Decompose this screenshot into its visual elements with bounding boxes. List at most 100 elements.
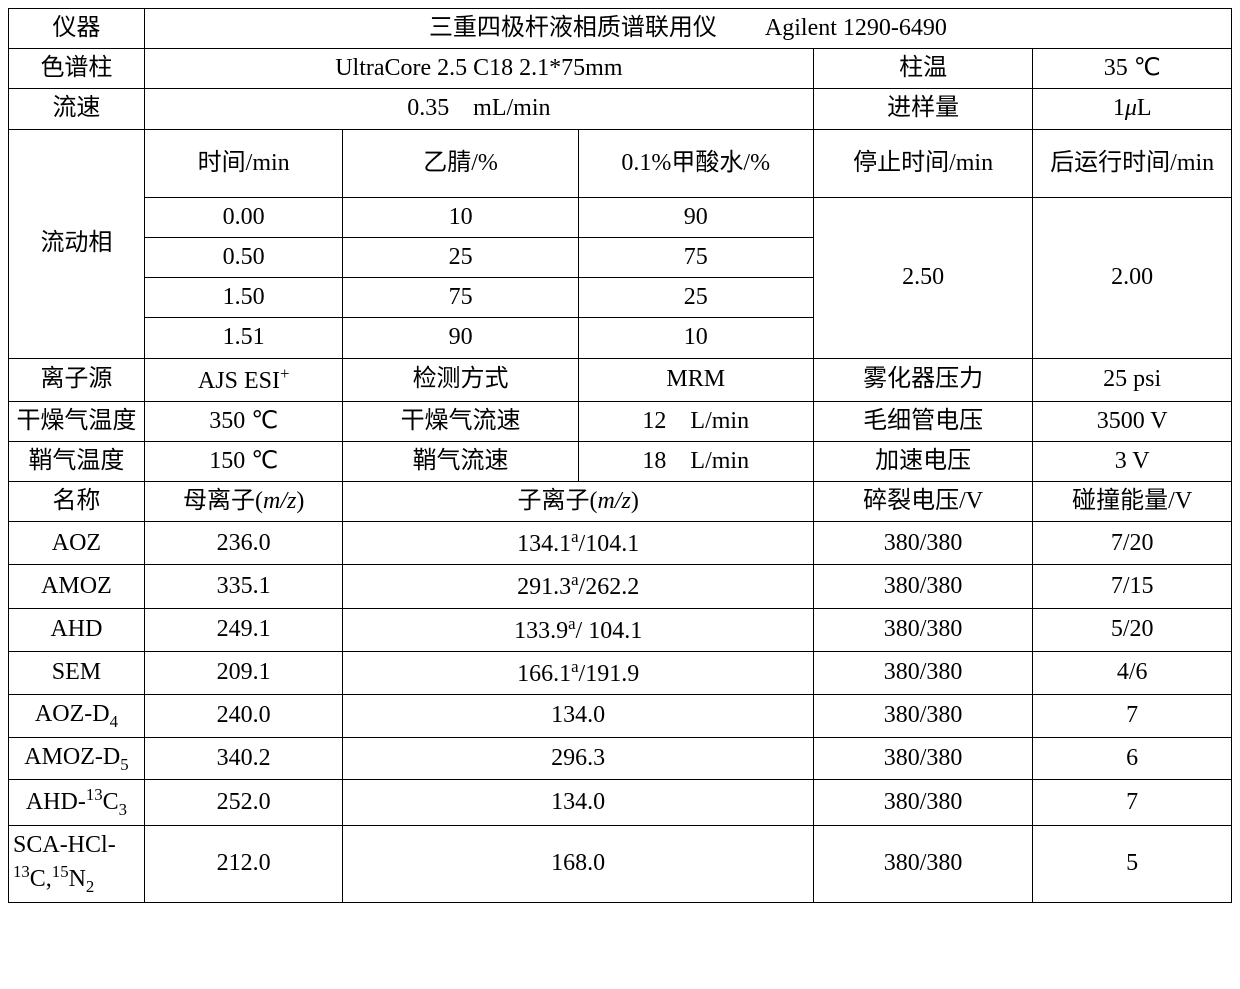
amoz-fv: 380/380 (813, 565, 1033, 608)
value-flowrate: 0.35 mL/min (144, 89, 813, 129)
amozd5-name: AMOZ-D5 (9, 737, 145, 780)
aoz-parent: 236.0 (144, 522, 343, 565)
value-ionsource: AJS ESI+ (144, 358, 343, 401)
value-sheathflow: 18 L/min (578, 441, 813, 481)
grad-1-fa: 90 (578, 197, 813, 237)
row-sheathgas: 鞘气温度 150 ℃ 鞘气流速 18 L/min 加速电压 3 V (9, 441, 1232, 481)
sca-daughter: 168.0 (343, 825, 813, 902)
label-accelvolt: 加速电压 (813, 441, 1033, 481)
grad-4-fa: 10 (578, 318, 813, 358)
sca-name: SCA-HCl-13C,15N2 (9, 825, 145, 902)
sca-fv: 380/380 (813, 825, 1033, 902)
grad-2-time: 0.50 (144, 237, 343, 277)
value-capvoltage: 3500 V (1033, 401, 1232, 441)
sem-parent: 209.1 (144, 651, 343, 694)
amoz-daughter: 291.3a/262.2 (343, 565, 813, 608)
header-collenergy: 碰撞能量/V (1033, 482, 1232, 522)
label-coltemp: 柱温 (813, 49, 1033, 89)
row-aozd4: AOZ-D4 240.0 134.0 380/380 7 (9, 695, 1232, 738)
ahd-daughter: 133.9a/ 104.1 (343, 608, 813, 651)
value-posttime: 2.00 (1033, 197, 1232, 358)
sca-parent: 212.0 (144, 825, 343, 902)
row-ahd13c3: AHD-13C3 252.0 134.0 380/380 7 (9, 780, 1232, 826)
row-ionsource: 离子源 AJS ESI+ 检测方式 MRM 雾化器压力 25 psi (9, 358, 1232, 401)
label-drygasflow: 干燥气流速 (343, 401, 578, 441)
label-drygastemp: 干燥气温度 (9, 401, 145, 441)
header-stoptime: 停止时间/min (813, 129, 1033, 197)
row-sca: SCA-HCl-13C,15N2 212.0 168.0 380/380 5 (9, 825, 1232, 902)
label-column: 色谱柱 (9, 49, 145, 89)
amoz-name: AMOZ (9, 565, 145, 608)
row-grad-1: 0.00 10 90 2.50 2.00 (9, 197, 1232, 237)
grad-1-time: 0.00 (144, 197, 343, 237)
label-mobilephase: 流动相 (9, 129, 145, 358)
row-aoz: AOZ 236.0 134.1a/104.1 380/380 7/20 (9, 522, 1232, 565)
ahd-ce: 5/20 (1033, 608, 1232, 651)
value-instrument: 三重四极杆液相质谱联用仪 Agilent 1290-6490 (144, 9, 1231, 49)
header-name: 名称 (9, 482, 145, 522)
sem-daughter: 166.1a/191.9 (343, 651, 813, 694)
aoz-fv: 380/380 (813, 522, 1033, 565)
row-dryinggas: 干燥气温度 350 ℃ 干燥气流速 12 L/min 毛细管电压 3500 V (9, 401, 1232, 441)
value-column: UltraCore 2.5 C18 2.1*75mm (144, 49, 813, 89)
header-parention: 母离子(m/z) (144, 482, 343, 522)
sem-name: SEM (9, 651, 145, 694)
row-column: 色谱柱 UltraCore 2.5 C18 2.1*75mm 柱温 35 ℃ (9, 49, 1232, 89)
header-acn: 乙腈/% (343, 129, 578, 197)
aoz-daughter: 134.1a/104.1 (343, 522, 813, 565)
value-coltemp: 35 ℃ (1033, 49, 1232, 89)
aozd4-name: AOZ-D4 (9, 695, 145, 738)
sem-fv: 380/380 (813, 651, 1033, 694)
sem-ce: 4/6 (1033, 651, 1232, 694)
row-flowrate: 流速 0.35 mL/min 进样量 1μL (9, 89, 1232, 129)
label-sheathflow: 鞘气流速 (343, 441, 578, 481)
header-fa: 0.1%甲酸水/% (578, 129, 813, 197)
label-nebulizer: 雾化器压力 (813, 358, 1033, 401)
label-sheathtemp: 鞘气温度 (9, 441, 145, 481)
aozd4-fv: 380/380 (813, 695, 1033, 738)
grad-3-fa: 25 (578, 278, 813, 318)
label-flowrate: 流速 (9, 89, 145, 129)
label-detection: 检测方式 (343, 358, 578, 401)
header-time: 时间/min (144, 129, 343, 197)
amozd5-fv: 380/380 (813, 737, 1033, 780)
amozd5-parent: 340.2 (144, 737, 343, 780)
value-sheathtemp: 150 ℃ (144, 441, 343, 481)
value-accelvolt: 3 V (1033, 441, 1232, 481)
grad-1-acn: 10 (343, 197, 578, 237)
grad-2-acn: 25 (343, 237, 578, 277)
aoz-ce: 7/20 (1033, 522, 1232, 565)
ahd-name: AHD (9, 608, 145, 651)
sca-ce: 5 (1033, 825, 1232, 902)
grad-4-acn: 90 (343, 318, 578, 358)
amoz-parent: 335.1 (144, 565, 343, 608)
header-daughterion: 子离子(m/z) (343, 482, 813, 522)
value-stoptime: 2.50 (813, 197, 1033, 358)
parameters-table: 仪器 三重四极杆液相质谱联用仪 Agilent 1290-6490 色谱柱 Ul… (8, 8, 1232, 903)
value-injvol: 1μL (1033, 89, 1232, 129)
ahd13c3-name: AHD-13C3 (9, 780, 145, 826)
grad-3-acn: 75 (343, 278, 578, 318)
grad-4-time: 1.51 (144, 318, 343, 358)
row-mobile-header: 流动相 时间/min 乙腈/% 0.1%甲酸水/% 停止时间/min 后运行时间… (9, 129, 1232, 197)
amoz-ce: 7/15 (1033, 565, 1232, 608)
value-nebulizer: 25 psi (1033, 358, 1232, 401)
grad-2-fa: 75 (578, 237, 813, 277)
grad-3-time: 1.50 (144, 278, 343, 318)
row-amoz: AMOZ 335.1 291.3a/262.2 380/380 7/15 (9, 565, 1232, 608)
ahd13c3-daughter: 134.0 (343, 780, 813, 826)
label-injvol: 进样量 (813, 89, 1033, 129)
label-capvoltage: 毛细管电压 (813, 401, 1033, 441)
aoz-name: AOZ (9, 522, 145, 565)
row-amozd5: AMOZ-D5 340.2 296.3 380/380 6 (9, 737, 1232, 780)
label-instrument: 仪器 (9, 9, 145, 49)
header-fragvolt: 碎裂电压/V (813, 482, 1033, 522)
ahd13c3-fv: 380/380 (813, 780, 1033, 826)
ahd-parent: 249.1 (144, 608, 343, 651)
row-instrument: 仪器 三重四极杆液相质谱联用仪 Agilent 1290-6490 (9, 9, 1232, 49)
ahd13c3-parent: 252.0 (144, 780, 343, 826)
aozd4-daughter: 134.0 (343, 695, 813, 738)
amozd5-daughter: 296.3 (343, 737, 813, 780)
row-sem: SEM 209.1 166.1a/191.9 380/380 4/6 (9, 651, 1232, 694)
ahd-fv: 380/380 (813, 608, 1033, 651)
